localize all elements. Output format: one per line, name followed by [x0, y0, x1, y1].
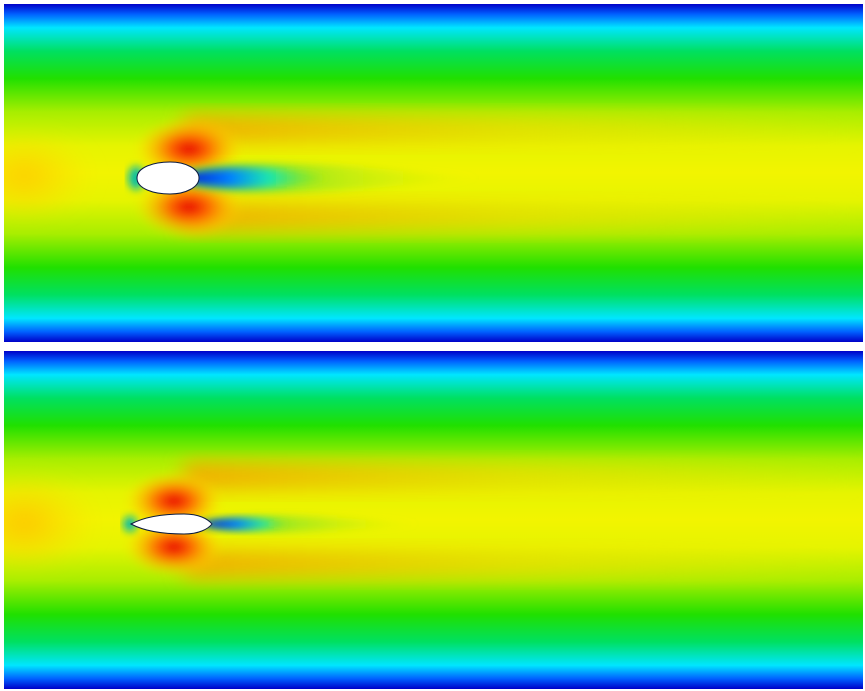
inner-wake [174, 168, 334, 188]
flow-field-panel-bottom [4, 351, 863, 689]
lower-shear-layer [184, 551, 863, 577]
lower-shear-layer [184, 204, 863, 230]
flow-field-top-svg [4, 4, 863, 342]
flow-field-panel-top [4, 4, 863, 342]
inlet-high-velocity-region [4, 473, 99, 573]
ellipse-obstacle [136, 161, 200, 195]
airfoil-obstacle [129, 513, 213, 535]
inner-wake [199, 518, 294, 530]
inlet-high-velocity-region [4, 131, 94, 221]
upper-shear-layer [184, 116, 863, 142]
upper-shear-layer [184, 463, 863, 489]
flow-field-bottom-svg [4, 351, 863, 689]
